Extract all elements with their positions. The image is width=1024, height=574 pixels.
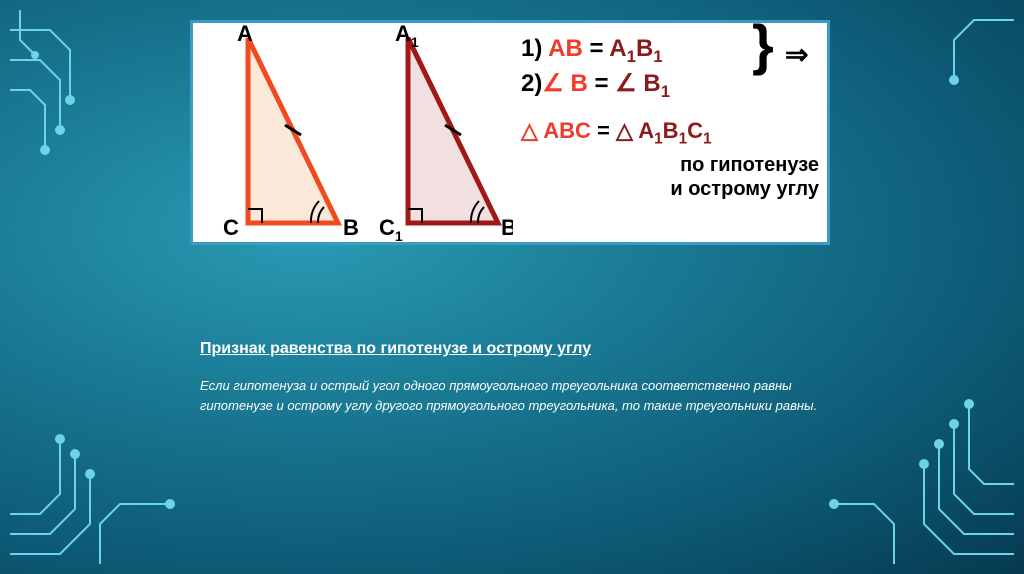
reason-line2: и острому углу xyxy=(521,177,819,201)
triangles-diagram: A C B A1 C1 B1 xyxy=(193,23,513,242)
circuit-decor-tl xyxy=(10,10,190,190)
svg-text:B: B xyxy=(343,215,359,240)
cond1-num: 1) xyxy=(521,35,542,62)
circuit-decor-br xyxy=(814,384,1014,564)
conclusion: △ ABC = △ A1B1C1 xyxy=(521,118,819,148)
concl-abc: ABC xyxy=(543,118,591,143)
cond2-num: 2) xyxy=(521,70,542,97)
body-text: Если гипотенуза и острый угол одного пря… xyxy=(200,376,840,415)
cond1-eq: = xyxy=(589,35,603,62)
cond2-eq: = xyxy=(595,70,609,97)
condition-2: 2)∠ B = ∠ B1 xyxy=(521,68,819,103)
concl-a1b1c1: A1B1C1 xyxy=(638,118,711,143)
svg-text:A1: A1 xyxy=(395,23,419,50)
svg-text:C1: C1 xyxy=(379,215,403,243)
theorem-box: A C B A1 C1 B1 1) AB = A1B1 2)∠ B xyxy=(190,20,830,245)
angle-icon-2: ∠ xyxy=(615,70,637,97)
cond1-ab: AB xyxy=(548,35,583,62)
cond1-a1b1: A1B1 xyxy=(609,35,662,62)
math-statements: 1) AB = A1B1 2)∠ B = ∠ B1 △ ABC = △ A1B1… xyxy=(513,23,827,242)
circuit-decor-tr xyxy=(894,10,1014,130)
svg-text:B1: B1 xyxy=(501,215,513,243)
explanation-text: Признак равенства по гипотенузе и остром… xyxy=(200,340,840,415)
angle-icon: ∠ xyxy=(542,70,564,97)
delta-icon: △ xyxy=(521,118,538,143)
concl-eq: = xyxy=(597,118,610,143)
svg-text:C: C xyxy=(223,215,239,240)
cond2-b1: B1 xyxy=(643,70,670,97)
brace-icon: } xyxy=(752,12,774,77)
delta-icon-2: △ xyxy=(616,118,633,143)
implies-arrow-icon: ⇒ xyxy=(785,38,808,71)
condition-1: 1) AB = A1B1 xyxy=(521,33,819,68)
svg-text:A: A xyxy=(237,23,253,46)
heading: Признак равенства по гипотенузе и остром… xyxy=(200,340,840,358)
circuit-decor-bl xyxy=(10,424,230,564)
reason-line1: по гипотенузе xyxy=(521,153,819,177)
conclusion-reason: по гипотенузе и острому углу xyxy=(521,153,819,201)
cond2-b: B xyxy=(571,70,588,97)
